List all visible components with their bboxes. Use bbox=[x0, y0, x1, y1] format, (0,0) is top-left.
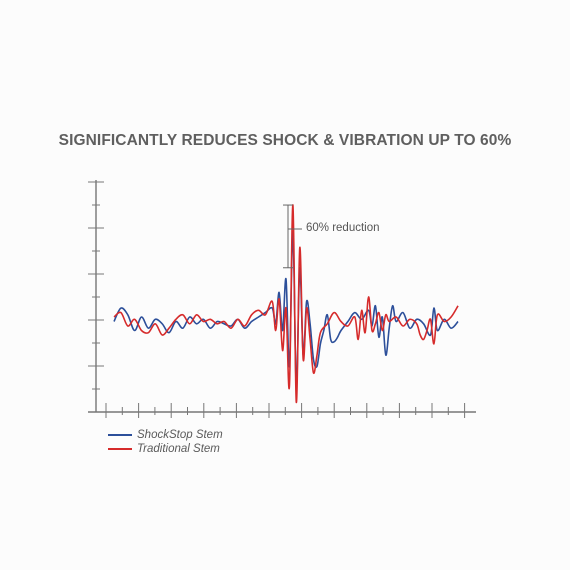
annotation-label: 60% reduction bbox=[306, 222, 380, 234]
legend-item-shockstop: ShockStop Stem bbox=[108, 428, 223, 442]
chart-legend: ShockStop Stem Traditional Stem bbox=[108, 428, 223, 456]
legend-swatch-traditional bbox=[108, 448, 132, 450]
chart-title: SIGNIFICANTLY REDUCES SHOCK & VIBRATION … bbox=[58, 132, 512, 149]
legend-label-shockstop: ShockStop Stem bbox=[137, 429, 223, 441]
legend-swatch-shockstop bbox=[108, 434, 132, 436]
legend-item-traditional: Traditional Stem bbox=[108, 442, 223, 456]
reduction-annotation: 60% reduction bbox=[283, 204, 380, 269]
legend-label-traditional: Traditional Stem bbox=[137, 443, 220, 455]
series-line-traditional bbox=[113, 204, 459, 404]
series-layer bbox=[113, 204, 459, 404]
chart-axes bbox=[88, 180, 476, 418]
